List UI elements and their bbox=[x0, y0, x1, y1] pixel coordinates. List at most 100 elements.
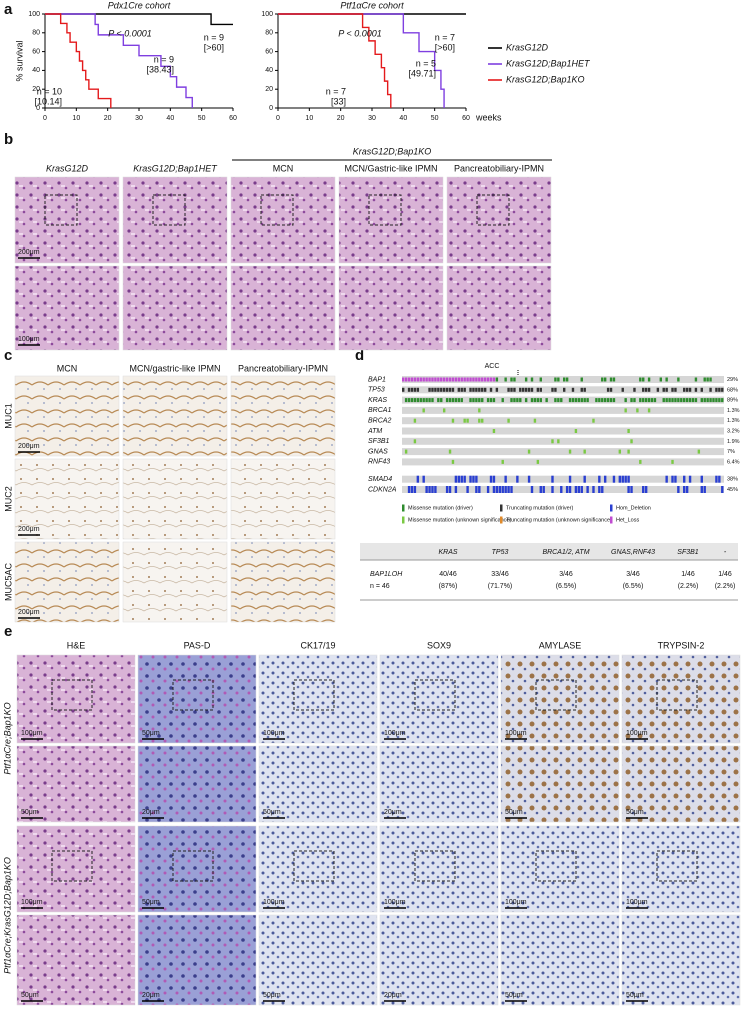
alteration bbox=[524, 377, 528, 382]
inset-box bbox=[172, 679, 214, 711]
x-tick-label: 0 bbox=[43, 115, 47, 122]
alteration bbox=[551, 387, 554, 392]
alteration bbox=[448, 377, 452, 382]
x-tick-label: 20 bbox=[104, 115, 112, 122]
alteration bbox=[694, 398, 698, 403]
alteration bbox=[609, 377, 613, 382]
scale-label: 100μm bbox=[505, 899, 527, 906]
scale-label: 200μm bbox=[18, 609, 40, 616]
legend-swatch bbox=[610, 504, 613, 512]
panel-label: e bbox=[4, 623, 12, 640]
micrograph bbox=[379, 654, 499, 744]
alteration bbox=[410, 398, 414, 403]
alteration bbox=[440, 398, 443, 403]
alteration bbox=[601, 486, 604, 493]
alteration bbox=[492, 429, 496, 433]
micrograph bbox=[621, 654, 741, 744]
alteration bbox=[688, 387, 692, 392]
table-header-bg bbox=[360, 543, 738, 560]
alteration bbox=[527, 475, 531, 483]
micrograph bbox=[230, 265, 336, 351]
panel-label: c bbox=[4, 347, 12, 364]
scale-label: 50μm bbox=[626, 809, 644, 816]
micrograph bbox=[230, 176, 336, 264]
alteration bbox=[703, 398, 706, 403]
alteration bbox=[665, 387, 668, 392]
inset-box bbox=[414, 679, 456, 711]
alteration bbox=[478, 418, 481, 423]
gene-percent: 68% bbox=[727, 387, 738, 393]
alteration bbox=[495, 387, 499, 392]
alteration bbox=[483, 377, 487, 382]
alteration bbox=[680, 398, 683, 403]
column-header: MCN bbox=[57, 363, 78, 373]
alteration bbox=[677, 398, 680, 403]
annotation: P < 0.0001 bbox=[338, 28, 381, 38]
alteration bbox=[454, 377, 458, 382]
alteration bbox=[621, 475, 624, 483]
alteration bbox=[609, 387, 613, 392]
table-cell: (71.7%) bbox=[488, 583, 513, 590]
alteration bbox=[674, 387, 677, 392]
alteration bbox=[428, 387, 431, 392]
alteration bbox=[683, 486, 686, 493]
gene-percent: 38% bbox=[727, 477, 738, 483]
table-cell: 1/46 bbox=[681, 571, 695, 578]
alteration bbox=[475, 486, 478, 493]
alteration bbox=[627, 449, 630, 454]
alteration bbox=[460, 398, 463, 403]
scale-label: 100μm bbox=[263, 899, 285, 906]
alteration bbox=[685, 486, 689, 493]
micrograph bbox=[379, 745, 499, 823]
gene-name: GNAS bbox=[368, 448, 388, 455]
annotation: [38.43] bbox=[146, 64, 174, 74]
gene-name: SF3B1 bbox=[368, 438, 390, 445]
micrograph bbox=[446, 176, 552, 264]
y-tick-label: 40 bbox=[265, 67, 273, 74]
micrograph bbox=[379, 914, 499, 1006]
alteration bbox=[721, 486, 724, 493]
alteration bbox=[448, 449, 452, 454]
alteration bbox=[691, 398, 695, 403]
x-tick-label: 50 bbox=[431, 115, 439, 122]
inset-box bbox=[535, 679, 577, 711]
alteration bbox=[583, 387, 586, 392]
survival-curve bbox=[278, 13, 392, 108]
alteration bbox=[647, 377, 651, 382]
alteration bbox=[592, 486, 595, 493]
alteration bbox=[407, 377, 411, 382]
survival-curve bbox=[45, 13, 112, 108]
column-header: TRYPSIN-2 bbox=[658, 640, 705, 650]
alteration bbox=[662, 387, 665, 392]
alteration bbox=[413, 387, 417, 392]
micrograph bbox=[338, 176, 444, 264]
alteration bbox=[639, 459, 642, 464]
alteration bbox=[445, 377, 449, 382]
y-tick-label: 40 bbox=[32, 67, 40, 74]
y-tick-label: 60 bbox=[265, 48, 273, 55]
gene-name: BRCA1 bbox=[368, 407, 391, 414]
inset-box bbox=[293, 679, 335, 711]
survival-curve bbox=[278, 13, 445, 108]
gene-percent: 1.3% bbox=[727, 408, 740, 414]
alteration bbox=[466, 377, 469, 382]
scale-label: 100μm bbox=[21, 730, 43, 737]
alteration bbox=[410, 387, 414, 392]
micrograph bbox=[14, 541, 120, 623]
legend-entry: KrasG12D;Bap1HET bbox=[506, 58, 591, 68]
column-header: PAS-D bbox=[184, 640, 211, 650]
alteration bbox=[601, 398, 604, 403]
alteration bbox=[706, 398, 709, 403]
alteration bbox=[451, 418, 455, 423]
scale-label: 200μm bbox=[18, 443, 40, 450]
gene-name: TP53 bbox=[368, 387, 385, 394]
y-tick-label: 100 bbox=[28, 11, 40, 18]
scale-label: 50μm bbox=[263, 809, 281, 816]
alteration bbox=[571, 398, 575, 403]
alteration bbox=[715, 475, 718, 483]
x-tick-label: 30 bbox=[135, 115, 143, 122]
alteration bbox=[442, 377, 446, 382]
alteration bbox=[422, 408, 425, 413]
alteration bbox=[428, 377, 431, 382]
